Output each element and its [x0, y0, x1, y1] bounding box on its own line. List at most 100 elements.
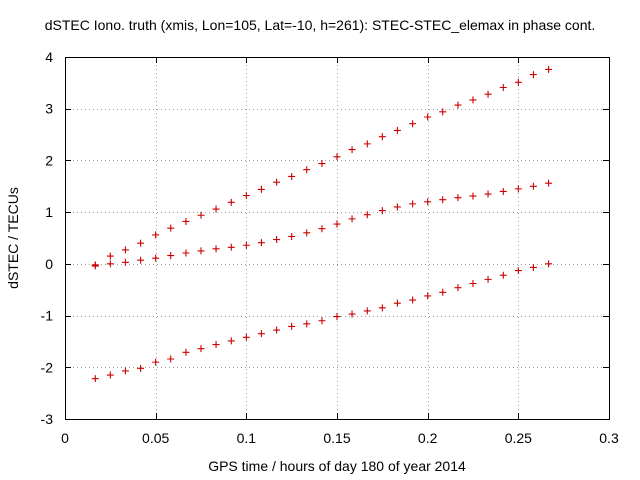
data-point [137, 239, 145, 247]
data-point [333, 153, 341, 161]
data-point [514, 267, 522, 275]
x-tick-label: 0.1 [237, 430, 257, 446]
y-tick-label: 1 [45, 204, 53, 220]
data-point [227, 337, 235, 345]
data-point [227, 243, 235, 251]
data-point [484, 90, 492, 98]
grid [65, 57, 609, 419]
data-point [393, 126, 401, 134]
data-point [227, 198, 235, 206]
series-3 [91, 260, 553, 383]
data-point [363, 307, 371, 315]
data-point [409, 120, 417, 128]
data-point [484, 190, 492, 198]
data-point [273, 236, 281, 244]
data-point [121, 246, 129, 254]
data-point [242, 333, 250, 341]
data-point [257, 330, 265, 338]
data-point [257, 239, 265, 247]
y-tick-label: 2 [45, 152, 53, 168]
series-2 [91, 179, 553, 269]
data-point [514, 78, 522, 86]
data-point [499, 271, 507, 279]
data-point [212, 341, 220, 349]
data-point [529, 71, 537, 79]
y-tick-label: 0 [45, 256, 53, 272]
data-point [197, 247, 205, 255]
data-point [242, 192, 250, 200]
data-point [454, 101, 462, 109]
data-point [469, 96, 477, 104]
data-point [499, 187, 507, 195]
data-point [318, 225, 326, 233]
data-point [409, 296, 417, 304]
data-point [424, 113, 432, 121]
data-point [469, 280, 477, 288]
data-point [514, 185, 522, 193]
data-point [348, 215, 356, 223]
data-point [197, 211, 205, 219]
axis-tick-labels: 0 0.05 0.1 0.15 0.2 0.25 0.3 -3 -2 -1 0 1 2 3 4 [41, 49, 619, 446]
x-tick-label: 0.25 [505, 430, 532, 446]
data-point [424, 292, 432, 300]
x-tick-label: 0 [61, 430, 69, 446]
x-tick-label: 0.2 [418, 430, 438, 446]
x-tick-label: 0.15 [323, 430, 350, 446]
data-point [182, 249, 190, 257]
y-tick-label: -2 [41, 359, 54, 375]
data-point [333, 220, 341, 228]
y-tick-label: 4 [45, 49, 53, 65]
chart-title: dSTEC Iono. truth (xmis, Lon=105, Lat=-1… [45, 17, 596, 33]
data-point [167, 355, 175, 363]
data-point [318, 160, 326, 168]
data-point [439, 108, 447, 116]
data-point [182, 217, 190, 225]
data-point [439, 288, 447, 296]
data-point [333, 313, 341, 321]
x-axis-label: GPS time / hours of day 180 of year 2014 [208, 458, 466, 474]
data-point [152, 254, 160, 262]
data-point [288, 172, 296, 180]
data-point [378, 304, 386, 312]
y-tick-label: -1 [41, 308, 54, 324]
data-point [288, 322, 296, 330]
data-point [137, 256, 145, 264]
data-point [197, 345, 205, 353]
data-point [167, 224, 175, 232]
data-point [484, 275, 492, 283]
data-point [257, 185, 265, 193]
data-point [545, 260, 553, 268]
x-tick-label: 0.3 [599, 430, 619, 446]
data-point [303, 166, 311, 174]
data-point [242, 241, 250, 249]
data-point [318, 317, 326, 325]
data-point [303, 229, 311, 237]
data-point [454, 284, 462, 292]
data-point [106, 252, 114, 260]
data-point [378, 133, 386, 141]
data-point [121, 258, 129, 266]
data-point [393, 203, 401, 211]
data-point [378, 207, 386, 215]
data-point [212, 245, 220, 253]
data-point [152, 358, 160, 366]
data-point [273, 178, 281, 186]
data-point [424, 198, 432, 206]
x-tick-label: 0.05 [142, 430, 169, 446]
y-axis-label: dSTEC / TECUs [5, 187, 21, 289]
data-point [363, 140, 371, 148]
data-point [137, 364, 145, 372]
data-point [529, 263, 537, 271]
data-point [348, 146, 356, 154]
y-tick-label: 3 [45, 101, 53, 117]
data-point [303, 320, 311, 328]
data-point [454, 194, 462, 202]
data-point [273, 326, 281, 334]
data-point [348, 310, 356, 318]
data-point [499, 84, 507, 92]
y-tick-label: -3 [41, 411, 54, 427]
data-point [91, 261, 99, 269]
data-point [529, 182, 537, 190]
data-point [152, 231, 160, 239]
